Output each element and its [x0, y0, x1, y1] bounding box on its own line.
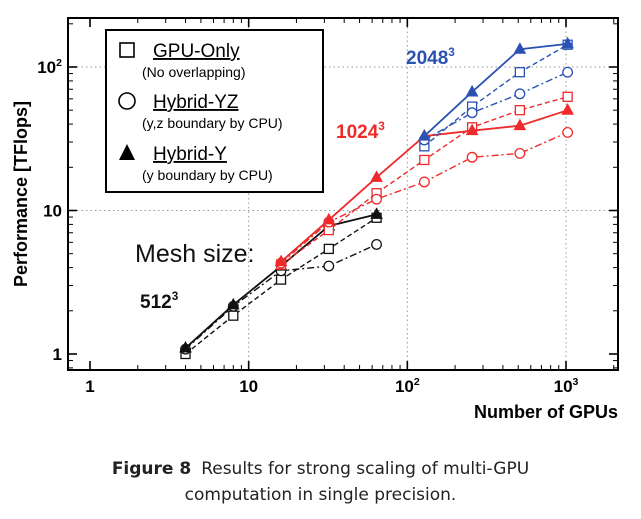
data-point-square — [562, 91, 573, 102]
data-point-triangle — [179, 341, 192, 353]
data-point-triangle — [274, 254, 288, 267]
data-point-triangle — [322, 212, 336, 225]
data-point-square — [323, 243, 334, 255]
data-point-square — [228, 310, 239, 321]
caption-text-1: Results for strong scaling of multi-GPU — [201, 459, 530, 479]
data-point-triangle — [561, 36, 574, 49]
mesh-1024-label: 10243 — [336, 120, 385, 143]
x-tick-label-base: 10 — [395, 377, 414, 396]
data-point-circle — [514, 147, 526, 159]
y-tick-label-base: 1 — [53, 345, 62, 364]
data-point-triangle — [226, 297, 240, 310]
data-point-triangle — [513, 118, 527, 131]
x-tick-label: 1 — [85, 377, 94, 396]
legend-note: (No overlapping) — [142, 64, 246, 80]
figure-caption: Figure 8 Results for strong scaling of mu… — [0, 456, 641, 508]
x-tick-label-base: 10 — [554, 377, 573, 396]
mesh-2048-label-base: 2048 — [406, 48, 448, 69]
data-point-circle — [562, 66, 574, 78]
legend-label: Hybrid-YZ — [153, 92, 239, 113]
legend-note: (y boundary by CPU) — [142, 167, 273, 183]
mesh-512-label-exponent: 3 — [172, 290, 179, 303]
data-point-square — [514, 105, 526, 116]
data-point-circle — [562, 126, 574, 138]
y-axis-title: Performance [TFlops] — [11, 101, 31, 287]
data-point-circle — [371, 238, 383, 250]
x-axis-title: Number of GPUs — [474, 402, 618, 422]
caption-text-2: computation in single precision. — [184, 485, 457, 505]
x-tick-label-base: 10 — [239, 377, 258, 396]
data-point-triangle — [370, 170, 383, 182]
axis-ticks — [68, 18, 618, 370]
legend-label: GPU-Only — [153, 41, 240, 62]
legend-triangle-icon — [119, 144, 135, 160]
series-2048-3-hybrid-y — [417, 36, 574, 141]
x-tick-label: 103 — [554, 376, 579, 396]
legend: GPU-Only (No overlapping) Hybrid-YZ (y,z bo… — [105, 29, 324, 193]
mesh-2048-label: 20483 — [406, 46, 455, 69]
data-point-circle — [371, 193, 383, 205]
data-point-circle — [418, 176, 430, 188]
series-line — [423, 71, 568, 141]
x-tick-label: 10 — [239, 377, 258, 396]
caption-line-1: Figure 8 Results for strong scaling of mu… — [0, 456, 641, 482]
legend-square-icon — [119, 42, 135, 58]
data-point-triangle — [513, 42, 527, 54]
y-tick-label-base: 10 — [37, 58, 56, 77]
y-tick-label: 1 — [53, 345, 62, 364]
legend-label: Hybrid-Y — [153, 144, 227, 165]
series-line — [423, 44, 568, 147]
data-point-circle — [466, 151, 478, 163]
data-point-square — [419, 154, 430, 166]
data-point-triangle — [465, 84, 479, 97]
x-tick-label: 102 — [395, 376, 420, 396]
mesh-512-label-base: 512 — [140, 292, 172, 313]
mesh-1024-label-exponent: 3 — [378, 120, 385, 133]
y-tick-label: 102 — [37, 57, 62, 77]
mesh-1024-label-base: 1024 — [336, 122, 379, 143]
legend-box — [105, 29, 324, 193]
data-point-circle — [514, 88, 526, 100]
x-tick-label-base: 1 — [85, 377, 94, 396]
legend-note: (y,z boundary by CPU) — [142, 115, 283, 131]
data-point-triangle — [561, 103, 574, 115]
mesh-2048-label-exponent: 3 — [448, 46, 455, 59]
data-point-triangle — [417, 129, 431, 141]
data-point-triangle — [465, 123, 479, 136]
y-tick-label: 10 — [43, 202, 62, 221]
y-tick-label-exponent: 2 — [56, 57, 62, 69]
x-tick-label-exponent: 2 — [414, 376, 420, 388]
mesh-512-label: 5123 — [140, 290, 179, 313]
x-tick-label-exponent: 3 — [573, 376, 579, 388]
data-point-circle — [323, 260, 335, 272]
figure-label: Figure 8 — [111, 459, 192, 479]
y-tick-label-base: 10 — [43, 202, 62, 221]
data-point-triangle — [370, 207, 383, 219]
data-point-circle — [466, 107, 478, 119]
series-line — [423, 42, 568, 137]
mesh-size-label: Mesh size: — [135, 240, 254, 268]
data-point-square — [514, 67, 526, 78]
data-point-square — [275, 274, 287, 285]
legend-circle-icon — [118, 92, 136, 110]
